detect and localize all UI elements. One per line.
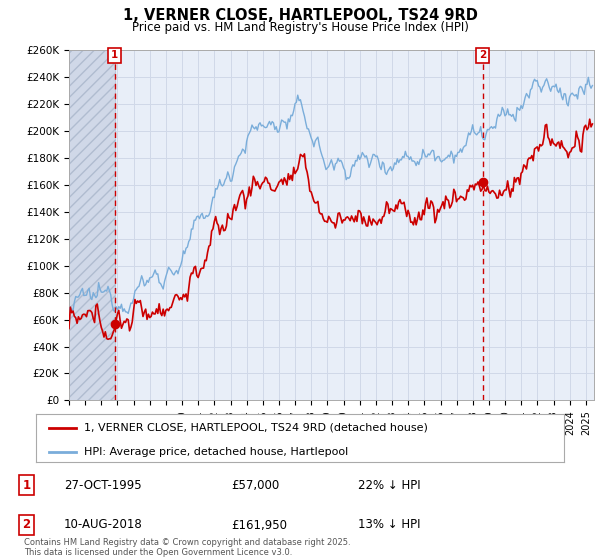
Text: Contains HM Land Registry data © Crown copyright and database right 2025.
This d: Contains HM Land Registry data © Crown c… xyxy=(24,538,350,557)
Text: 27-OCT-1995: 27-OCT-1995 xyxy=(64,479,142,492)
Text: Price paid vs. HM Land Registry's House Price Index (HPI): Price paid vs. HM Land Registry's House … xyxy=(131,21,469,34)
Text: £161,950: £161,950 xyxy=(231,519,287,531)
Text: 1: 1 xyxy=(111,50,118,60)
Text: 1: 1 xyxy=(22,479,31,492)
Text: 2: 2 xyxy=(22,519,31,531)
Text: £57,000: £57,000 xyxy=(231,479,279,492)
Text: 10-AUG-2018: 10-AUG-2018 xyxy=(64,519,143,531)
Text: 13% ↓ HPI: 13% ↓ HPI xyxy=(358,519,420,531)
Text: 1, VERNER CLOSE, HARTLEPOOL, TS24 9RD (detached house): 1, VERNER CLOSE, HARTLEPOOL, TS24 9RD (d… xyxy=(83,423,427,433)
Text: 22% ↓ HPI: 22% ↓ HPI xyxy=(358,479,420,492)
Text: 2: 2 xyxy=(479,50,487,60)
Text: HPI: Average price, detached house, Hartlepool: HPI: Average price, detached house, Hart… xyxy=(83,446,348,456)
Text: 1, VERNER CLOSE, HARTLEPOOL, TS24 9RD: 1, VERNER CLOSE, HARTLEPOOL, TS24 9RD xyxy=(122,8,478,24)
Bar xyxy=(69,50,115,400)
